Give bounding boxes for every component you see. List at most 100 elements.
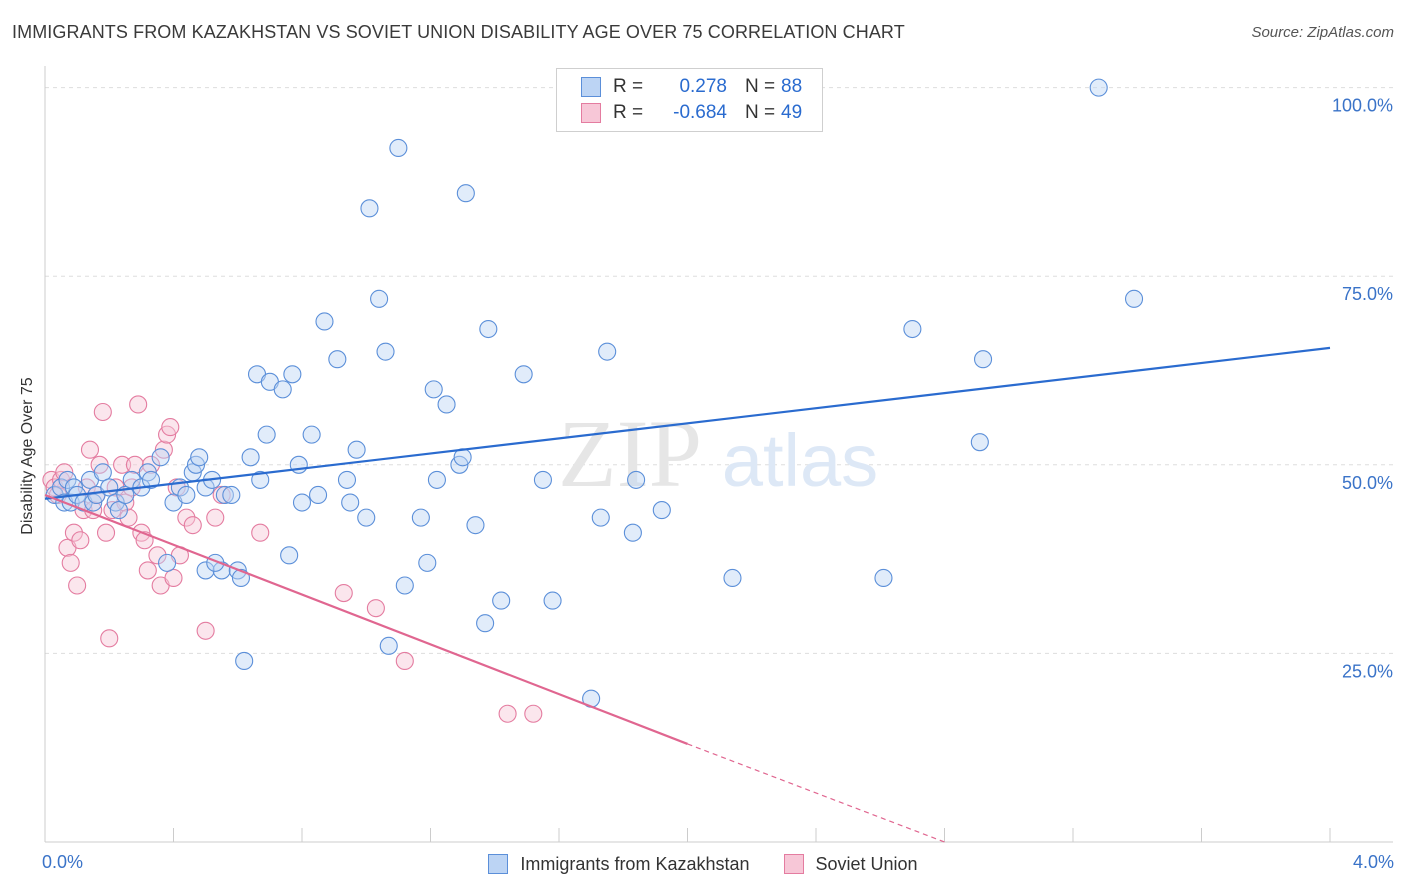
point-kazakhstan <box>411 508 430 527</box>
point-soviet-union <box>116 493 135 512</box>
point-kazakhstan <box>337 470 357 489</box>
r-label: R = <box>613 102 644 123</box>
correlation-legend: R = 0.278 N = 88 R = -0.684 N = 49 <box>556 68 823 132</box>
point-kazakhstan <box>1089 78 1108 97</box>
point-soviet-union <box>64 523 83 542</box>
point-kazakhstan <box>723 568 742 588</box>
point-kazakhstan <box>623 523 642 542</box>
point-kazakhstan <box>424 380 443 399</box>
point-soviet-union <box>148 546 167 565</box>
point-kazakhstan <box>395 576 414 595</box>
point-soviet-union <box>61 553 80 572</box>
point-kazakhstan <box>370 289 389 308</box>
watermark-atlas: atlas <box>722 419 878 502</box>
legend-item-kazakhstan: Immigrants from Kazakhstan <box>488 853 750 875</box>
watermark: ZIP atlas <box>558 400 878 507</box>
legend-label: Soviet Union <box>815 853 918 874</box>
point-soviet-union <box>251 523 270 542</box>
point-kazakhstan <box>273 380 292 399</box>
point-soviet-union <box>206 508 225 527</box>
point-kazakhstan <box>215 485 234 505</box>
point-kazakhstan <box>58 470 77 489</box>
point-kazakhstan <box>257 425 276 444</box>
trend-line-kazakhstan <box>44 346 1331 500</box>
point-kazakhstan <box>627 470 646 489</box>
trend-lines <box>44 346 1331 843</box>
point-kazakhstan <box>341 493 360 512</box>
point-soviet-union <box>138 561 157 580</box>
point-kazakhstan <box>241 448 260 467</box>
legend-swatch-blue <box>581 77 601 97</box>
point-kazakhstan <box>479 319 498 339</box>
point-kazakhstan <box>93 463 112 482</box>
source-credit: Source: ZipAtlas.com <box>1251 24 1394 41</box>
point-kazakhstan <box>379 636 398 655</box>
trend-line-soviet-union <box>44 493 688 745</box>
point-kazakhstan <box>903 319 922 339</box>
point-soviet-union <box>196 621 215 640</box>
point-kazakhstan <box>141 470 161 489</box>
point-kazakhstan <box>874 568 893 588</box>
point-kazakhstan <box>427 470 446 489</box>
point-kazakhstan <box>456 184 475 203</box>
point-soviet-union <box>119 508 138 527</box>
point-kazakhstan <box>222 485 241 505</box>
point-kazakhstan <box>1124 289 1144 308</box>
point-kazakhstan <box>292 493 312 512</box>
legend-row-kazakhstan: R = 0.278 N = 88 <box>581 75 802 99</box>
point-kazakhstan <box>196 561 215 580</box>
point-soviet-union <box>161 418 180 437</box>
legend-item-soviet-union: Soviet Union <box>783 853 918 875</box>
point-soviet-union <box>96 523 116 542</box>
x-tick-label-min: 0.0% <box>42 852 84 872</box>
point-kazakhstan <box>970 433 989 452</box>
point-kazakhstan <box>283 365 302 384</box>
point-kazakhstan <box>437 395 456 414</box>
y-tick-label: 50.0% <box>1342 473 1393 493</box>
legend-swatch-pink <box>581 103 601 123</box>
point-soviet-union <box>164 568 183 588</box>
point-soviet-union <box>524 704 543 723</box>
grid-lines <box>45 87 1393 654</box>
point-kazakhstan <box>235 651 254 670</box>
point-kazakhstan <box>357 508 376 527</box>
point-kazakhstan <box>591 508 610 527</box>
point-kazakhstan <box>190 448 209 467</box>
n-label: N = <box>745 102 776 123</box>
x-tick-label-max: 4.0% <box>1352 852 1394 872</box>
y-tick-label: 75.0% <box>1342 284 1393 304</box>
point-kazakhstan <box>347 440 366 459</box>
point-kazakhstan <box>389 138 408 158</box>
point-soviet-union <box>498 704 517 723</box>
point-kazakhstan <box>177 485 196 505</box>
point-kazakhstan <box>973 350 993 369</box>
point-soviet-union <box>183 516 202 535</box>
point-kazakhstan <box>251 470 270 489</box>
point-kazakhstan <box>360 199 379 218</box>
point-kazakhstan <box>315 312 334 331</box>
y-tick-label: 100.0% <box>1332 96 1393 116</box>
point-soviet-union <box>100 629 119 648</box>
point-soviet-union <box>395 651 414 670</box>
point-kazakhstan <box>328 350 347 369</box>
point-soviet-union <box>366 599 385 618</box>
legend-swatch-pink <box>783 854 804 874</box>
r-value: 0.278 <box>679 76 727 97</box>
series-legend: Immigrants from Kazakhstan Soviet Union <box>0 852 1406 876</box>
trend-line-soviet-union-extrapolated <box>687 743 945 843</box>
point-kazakhstan <box>514 365 533 384</box>
n-value: 49 <box>781 102 803 123</box>
y-tick-label: 25.0% <box>1342 661 1393 681</box>
point-soviet-union <box>80 440 100 459</box>
point-kazakhstan <box>466 516 485 535</box>
legend-swatch-blue <box>488 854 509 874</box>
point-kazakhstan <box>543 591 562 610</box>
point-kazakhstan <box>158 553 177 572</box>
point-soviet-union <box>113 455 132 474</box>
point-kazakhstan <box>376 342 395 361</box>
chart-title: IMMIGRANTS FROM KAZAKHSTAN VS SOVIET UNI… <box>12 22 905 42</box>
point-soviet-union <box>71 531 90 550</box>
legend-label: Immigrants from Kazakhstan <box>520 853 750 874</box>
point-kazakhstan <box>151 448 170 467</box>
